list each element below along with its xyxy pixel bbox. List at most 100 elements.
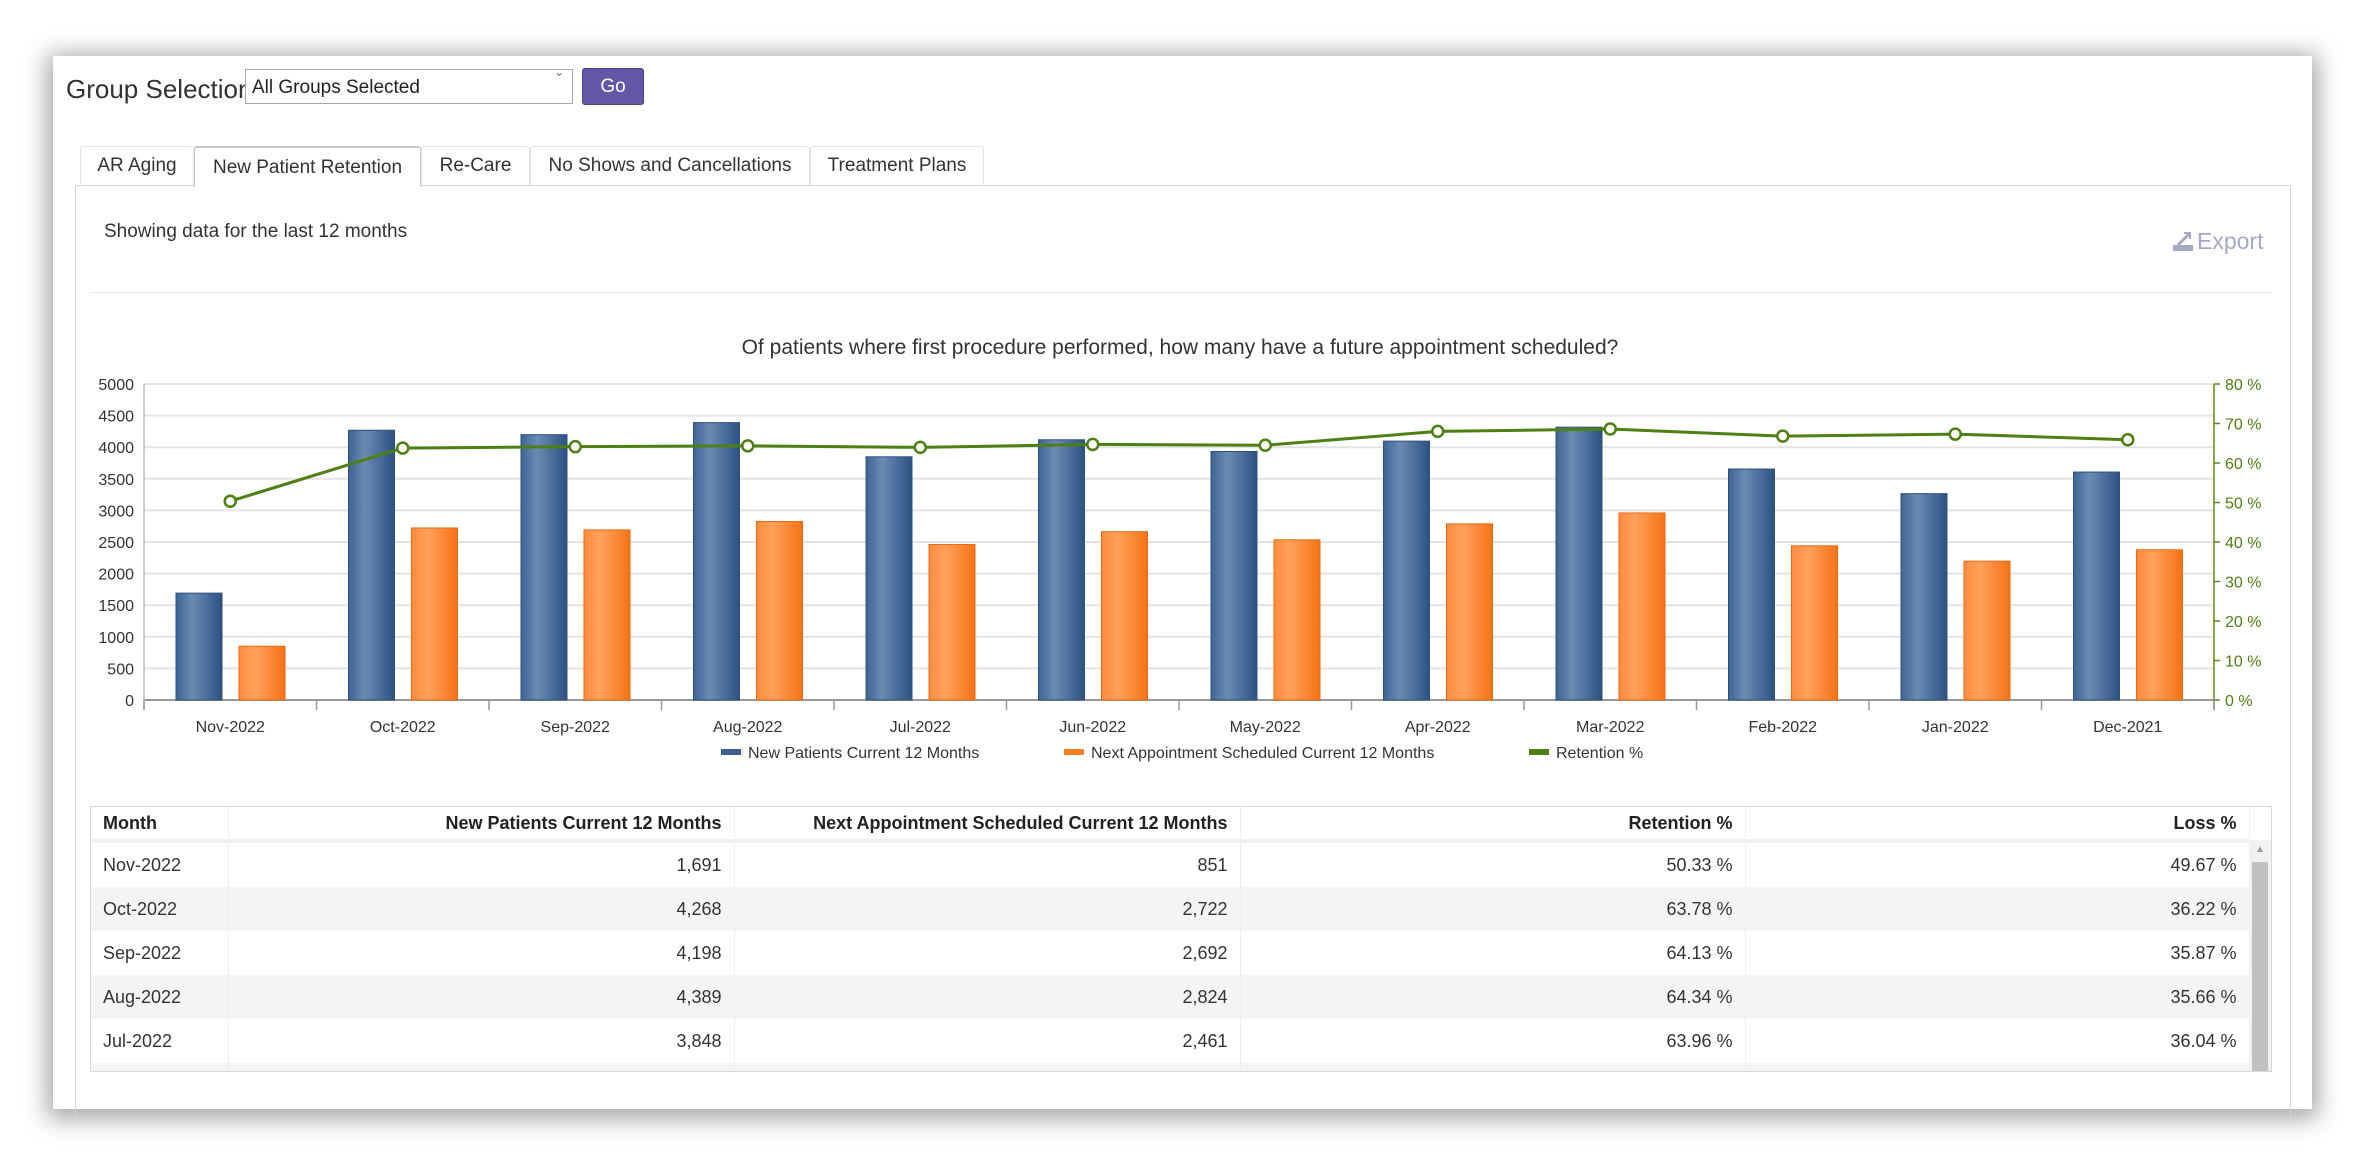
y-left-tick-label: 1500	[98, 598, 134, 615]
group-select[interactable]: All Groups Selected ˇ	[245, 69, 573, 104]
table-row[interactable]: Jul-2022 3,848 2,461 63.96 % 36.04 %	[91, 1019, 2250, 1063]
x-tick-label: Jun-2022	[1059, 719, 1126, 736]
table-header-row: Month New Patients Current 12 Months Nex…	[91, 807, 2250, 843]
table-row[interactable]: Aug-2022 4,389 2,824 64.34 % 35.66 %	[91, 975, 2250, 1019]
retention-point	[741, 439, 755, 453]
scrollbar-thumb[interactable]	[2252, 862, 2268, 1071]
table-scrollbar[interactable]: ▲	[2249, 840, 2271, 1071]
column-header-next-appointment[interactable]: Next Appointment Scheduled Current 12 Mo…	[734, 807, 1241, 843]
legend-label: New Patients Current 12 Months	[748, 745, 979, 762]
y-right-tick-label: 60 %	[2225, 456, 2261, 473]
tab-re-care[interactable]: Re-Care	[421, 146, 530, 185]
cell-month: Aug-2022	[91, 975, 229, 1019]
retention-point	[1948, 427, 1962, 441]
tab-ar-aging[interactable]: AR Aging	[80, 146, 194, 185]
bar-next-appointment	[928, 543, 976, 701]
x-tick-label: May-2022	[1230, 719, 1301, 736]
x-tick-label: Feb-2022	[1749, 719, 1818, 736]
cell-new-patients: 1,691	[228, 841, 735, 887]
table-row[interactable]	[91, 1063, 2250, 1071]
bar-next-appointment	[756, 521, 803, 701]
bar-new-patients	[1210, 450, 1258, 701]
legend-swatch	[721, 749, 741, 755]
cell-empty	[228, 1063, 735, 1071]
retention-point	[1086, 437, 1100, 452]
y-right-tick-label: 80 %	[2225, 377, 2261, 394]
cell-empty	[1745, 1063, 2250, 1071]
cell-new-patients: 4,389	[228, 975, 735, 1019]
x-tick-label: Sep-2022	[541, 719, 610, 736]
y-right-tick-label: 0 %	[2225, 693, 2253, 710]
tab-no-shows[interactable]: No Shows and Cancellations	[530, 146, 810, 185]
bar-new-patients	[175, 592, 223, 701]
x-tick-label: Jan-2022	[1922, 719, 1989, 736]
column-header-loss[interactable]: Loss %	[1745, 807, 2250, 843]
chevron-down-icon: ˇ	[556, 72, 562, 89]
bar-new-patients	[865, 456, 913, 701]
cell-next-appointment: 851	[734, 841, 1241, 887]
export-label: Export	[2197, 228, 2264, 254]
table-row[interactable]: Oct-2022 4,268 2,722 63.78 % 36.22 %	[91, 887, 2250, 931]
cell-loss: 49.67 %	[1745, 841, 2250, 887]
retention-point	[1258, 438, 1272, 452]
x-tick-label: Aug-2022	[713, 719, 782, 736]
y-left-tick-label: 2000	[98, 567, 134, 584]
bar-new-patients	[693, 422, 740, 701]
group-select-value: All Groups Selected	[252, 77, 420, 98]
export-icon	[2173, 231, 2193, 251]
cell-new-patients: 3,848	[228, 1019, 735, 1063]
column-header-month[interactable]: Month	[91, 807, 229, 843]
column-header-new-patients[interactable]: New Patients Current 12 Months	[228, 807, 735, 843]
export-button[interactable]: Export	[2173, 228, 2263, 255]
cell-month: Oct-2022	[91, 887, 229, 931]
cell-empty	[91, 1063, 229, 1071]
bar-new-patients	[1038, 439, 1085, 701]
bar-next-appointment	[1101, 531, 1148, 701]
table-row[interactable]: Nov-2022 1,691 851 50.33 % 49.67 %	[91, 841, 2250, 887]
cell-loss: 36.04 %	[1745, 1019, 2250, 1063]
retention-point	[568, 439, 582, 454]
y-left-tick-label: 3500	[98, 472, 134, 489]
y-right-tick-label: 70 %	[2225, 417, 2261, 434]
retention-point	[1776, 429, 1790, 443]
column-header-retention[interactable]: Retention %	[1240, 807, 1746, 843]
y-left-tick-label: 5000	[98, 377, 134, 394]
chart-title: Of patients where first procedure perfor…	[741, 336, 1619, 359]
bar-new-patients	[1555, 426, 1603, 701]
cell-month: Nov-2022	[91, 841, 229, 887]
x-tick-label: Nov-2022	[196, 719, 265, 736]
retention-point	[2121, 432, 2135, 447]
bar-next-appointment	[583, 529, 631, 701]
bar-next-appointment	[1446, 523, 1493, 701]
scroll-up-arrow-icon[interactable]: ▲	[2255, 844, 2265, 855]
x-tick-label: Dec-2021	[2093, 719, 2162, 736]
bar-new-patients	[1383, 440, 1430, 701]
retention-point	[1431, 424, 1445, 439]
y-right-tick-label: 40 %	[2225, 535, 2261, 552]
cell-loss: 36.22 %	[1745, 887, 2250, 931]
retention-point	[223, 494, 237, 508]
cell-next-appointment: 2,461	[734, 1019, 1241, 1063]
retention-line	[229, 427, 2128, 503]
go-button[interactable]: Go	[582, 68, 644, 105]
y-left-tick-label: 1000	[98, 630, 134, 647]
legend-swatch	[1529, 749, 1549, 755]
x-tick-label: Jul-2022	[890, 719, 951, 736]
legend-label: Next Appointment Scheduled Current 12 Mo…	[1091, 745, 1434, 762]
cell-month: Sep-2022	[91, 931, 229, 975]
cell-retention: 63.78 %	[1240, 887, 1746, 931]
bar-next-appointment	[2136, 549, 2183, 701]
tab-treatment-plans[interactable]: Treatment Plans	[810, 146, 984, 185]
cell-loss: 35.87 %	[1745, 931, 2250, 975]
cell-next-appointment: 2,824	[734, 975, 1241, 1019]
bar-next-appointment	[1963, 560, 2011, 701]
bar-next-appointment	[1273, 539, 1321, 701]
table-row[interactable]: Sep-2022 4,198 2,692 64.13 % 35.87 %	[91, 931, 2250, 975]
tab-panel	[75, 185, 2291, 1125]
cell-retention: 64.13 %	[1240, 931, 1746, 975]
tab-new-patient-retention[interactable]: New Patient Retention	[194, 146, 421, 187]
cell-new-patients: 4,268	[228, 887, 735, 931]
retention-point	[913, 440, 927, 455]
y-left-tick-label: 2500	[98, 535, 134, 552]
divider	[90, 292, 2272, 293]
